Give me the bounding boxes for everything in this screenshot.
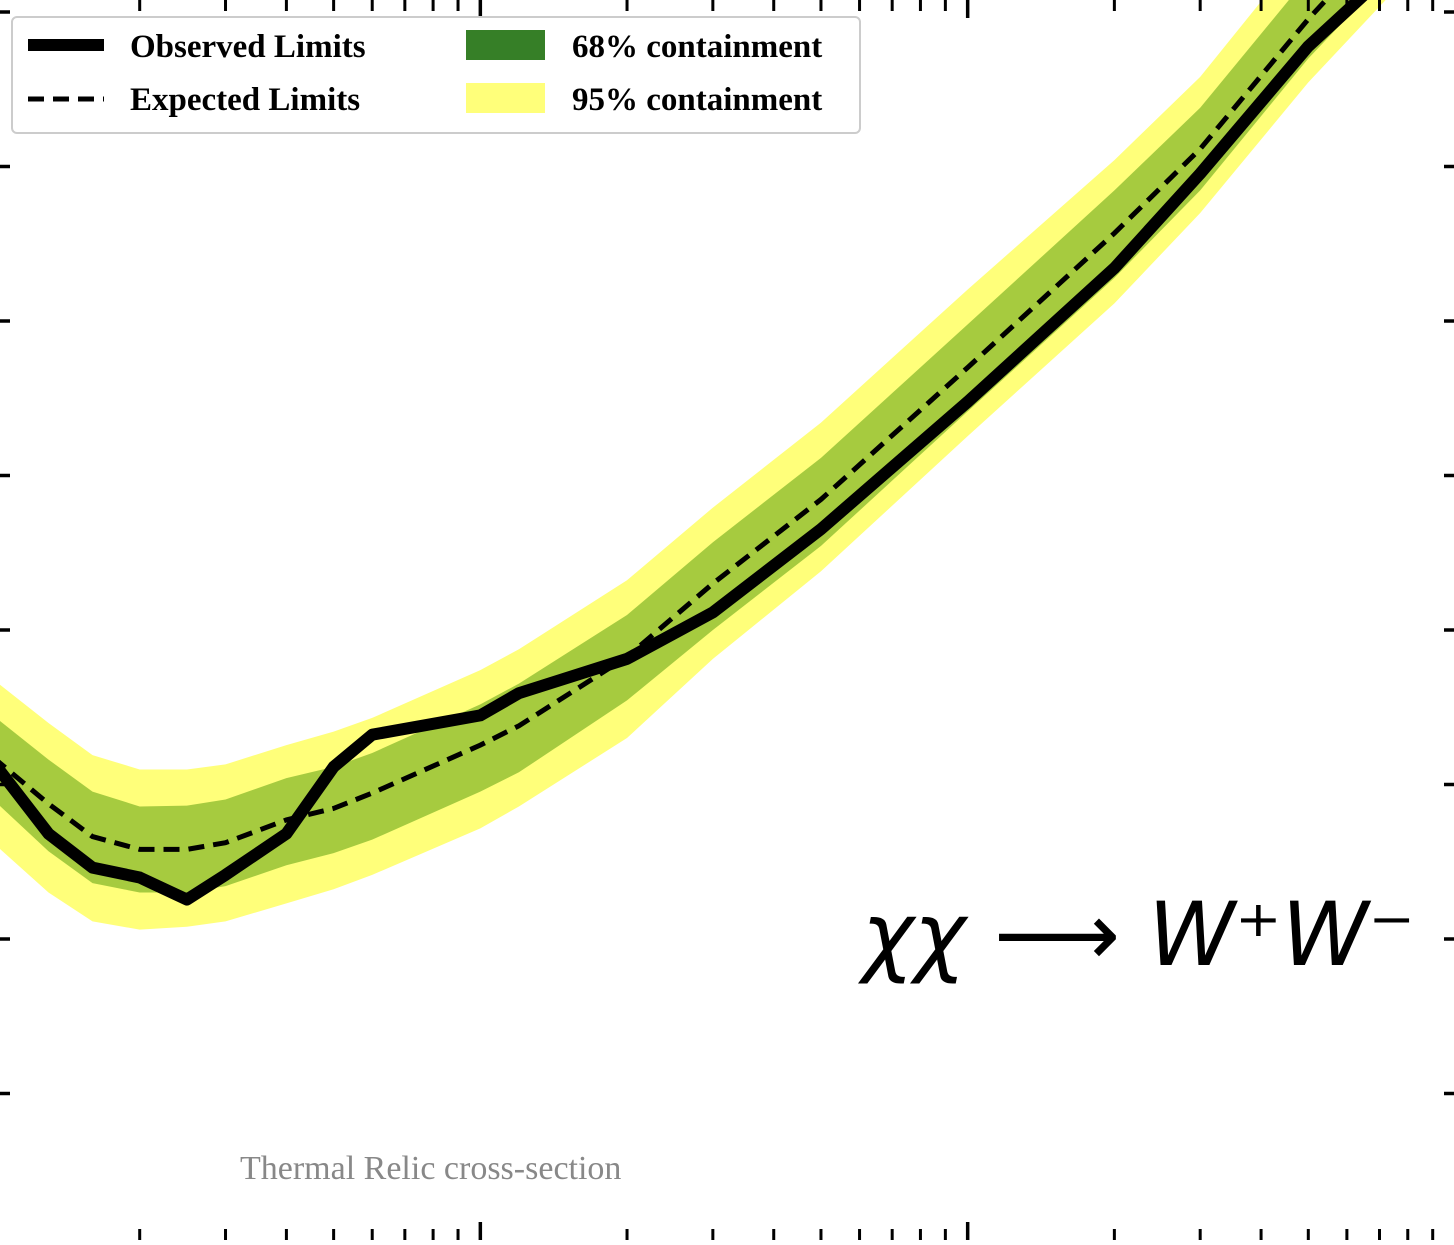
legend-frame — [11, 16, 861, 134]
limit-lines — [0, 0, 1368, 906]
expected-limits-line — [0, 0, 1330, 852]
legend-68-swatch — [466, 30, 545, 60]
containment-bands — [0, 0, 1386, 930]
process-annotation: χχ ⟶ W⁺W⁻ — [858, 883, 1415, 986]
thermal-relic-label: Thermal Relic cross-section — [240, 1150, 621, 1187]
legend-95-label: 95% containment — [572, 82, 822, 118]
legend-68-label: 68% containment — [572, 29, 822, 65]
legend-expected-label: Expected Limits — [130, 82, 360, 118]
band-95-containment — [0, 0, 1386, 930]
legend-95-swatch — [466, 83, 545, 113]
observed-limits-line — [0, 0, 1368, 906]
thermal-relic-line-group: Thermal Relic cross-section — [240, 1150, 621, 1187]
legend-observed-label: Observed Limits — [130, 29, 366, 65]
band-68-containment — [0, 0, 1364, 893]
legend: Observed Limits Expected Limits 68% cont… — [11, 16, 861, 134]
